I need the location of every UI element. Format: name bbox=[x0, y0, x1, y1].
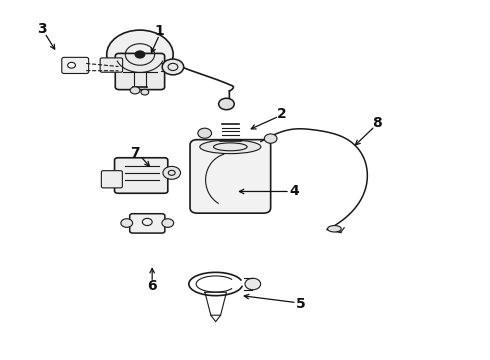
Circle shape bbox=[121, 219, 133, 227]
FancyBboxPatch shape bbox=[190, 140, 270, 213]
Text: 8: 8 bbox=[372, 116, 382, 130]
Circle shape bbox=[162, 59, 184, 75]
Text: 1: 1 bbox=[155, 24, 164, 38]
Circle shape bbox=[141, 89, 149, 95]
FancyBboxPatch shape bbox=[100, 58, 122, 72]
Ellipse shape bbox=[200, 140, 261, 154]
FancyBboxPatch shape bbox=[101, 171, 122, 188]
Text: 7: 7 bbox=[130, 146, 140, 160]
Text: 5: 5 bbox=[296, 297, 306, 311]
Circle shape bbox=[107, 30, 173, 79]
Text: 4: 4 bbox=[289, 184, 299, 198]
Text: 6: 6 bbox=[147, 279, 157, 293]
Circle shape bbox=[135, 51, 145, 58]
FancyBboxPatch shape bbox=[62, 57, 89, 73]
Circle shape bbox=[130, 87, 140, 94]
Ellipse shape bbox=[328, 226, 341, 232]
FancyBboxPatch shape bbox=[115, 53, 165, 90]
Circle shape bbox=[163, 166, 180, 179]
Circle shape bbox=[198, 128, 212, 138]
Circle shape bbox=[219, 98, 234, 110]
Circle shape bbox=[68, 62, 75, 68]
Circle shape bbox=[245, 278, 261, 290]
Circle shape bbox=[264, 134, 277, 143]
Circle shape bbox=[162, 219, 173, 227]
FancyBboxPatch shape bbox=[115, 158, 168, 193]
Text: 2: 2 bbox=[277, 107, 287, 121]
Text: 3: 3 bbox=[37, 22, 47, 36]
FancyBboxPatch shape bbox=[130, 214, 165, 233]
